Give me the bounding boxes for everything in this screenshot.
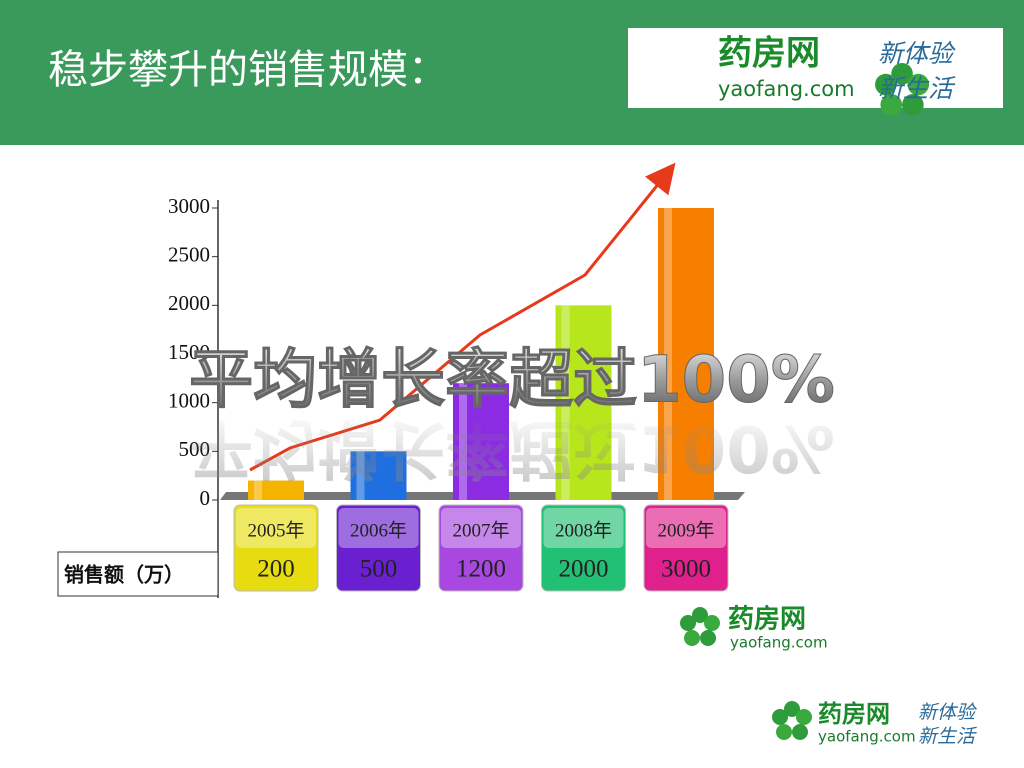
bar-shine — [254, 480, 262, 500]
x-tick-label: 2006年 — [350, 519, 407, 541]
table-cell — [438, 504, 524, 592]
brand: 药房网 — [818, 700, 890, 728]
x-tick-label: 2009年 — [657, 519, 714, 541]
brand: 药房网 — [728, 605, 806, 635]
domain: yaofang.com — [818, 728, 916, 746]
slogan: 新体验 — [918, 702, 977, 724]
slide-title: 稳步攀升的销售规模： — [48, 47, 448, 93]
bar-shine — [356, 451, 365, 500]
y-tick-label: 1500 — [168, 340, 210, 364]
y-tick-label: 500 — [179, 437, 211, 461]
slogan: 新生活 — [918, 726, 978, 748]
y-tick-label: 3000 — [168, 194, 210, 218]
mid-logo: 药房网 yaofang.com — [680, 605, 828, 652]
bar-shine — [459, 383, 467, 500]
trend-arrow — [249, 162, 676, 472]
domain: yaofang.com — [718, 77, 855, 101]
y-axis-label: 销售额（万） — [64, 563, 184, 587]
bar — [350, 451, 407, 500]
table-cell-shine — [236, 508, 316, 548]
y-tick-label: 2000 — [168, 291, 210, 315]
x-tick-label: 2005年 — [247, 519, 304, 541]
slogan: 新生活 — [878, 74, 956, 103]
slogan: 新体验 — [878, 39, 956, 68]
value-label: 2000 — [559, 556, 609, 583]
bar — [248, 480, 304, 500]
footer-logo: 药房网 yaofang.com 新体验 新生活 — [772, 700, 978, 748]
value-label: 500 — [360, 556, 398, 583]
bar-shine — [664, 208, 672, 500]
table-cell — [336, 504, 421, 592]
table-cell-shine — [543, 508, 624, 548]
header-logo: 药房网 yaofang.com 新体验 新生活 — [628, 28, 1003, 116]
x-tick-label: 2008年 — [555, 519, 612, 541]
annotation-group: 平均增长率超过100%平均增长率超过100% — [189, 343, 836, 484]
x-tick-label: 2007年 — [452, 519, 509, 541]
table-cell — [233, 504, 319, 592]
value-label: 1200 — [456, 556, 506, 583]
annotation-reflection: 平均增长率超过100% — [189, 410, 835, 484]
y-tick-label: 1000 — [168, 388, 210, 412]
annotation: 平均增长率超过100% — [189, 344, 835, 418]
y-label-box — [57, 551, 219, 597]
table-cell — [541, 504, 626, 592]
table-cell-shine — [338, 508, 419, 548]
value-label: 200 — [257, 556, 295, 583]
bar — [658, 208, 714, 500]
table-cell-shine — [441, 508, 521, 548]
bar-shine — [561, 305, 570, 500]
brand: 药房网 — [718, 34, 820, 74]
bar — [453, 383, 509, 500]
table-cell — [643, 504, 729, 592]
y-tick-label: 2500 — [168, 242, 210, 266]
y-tick-label: 0 — [200, 486, 211, 510]
domain: yaofang.com — [730, 634, 828, 652]
table-cell-shine — [646, 508, 726, 548]
bar — [555, 305, 612, 500]
plot: 销售额（万） 0 500 1000 1500 2000 2500 3000 2005年 200 2… — [57, 194, 745, 598]
value-label: 3000 — [661, 556, 711, 583]
